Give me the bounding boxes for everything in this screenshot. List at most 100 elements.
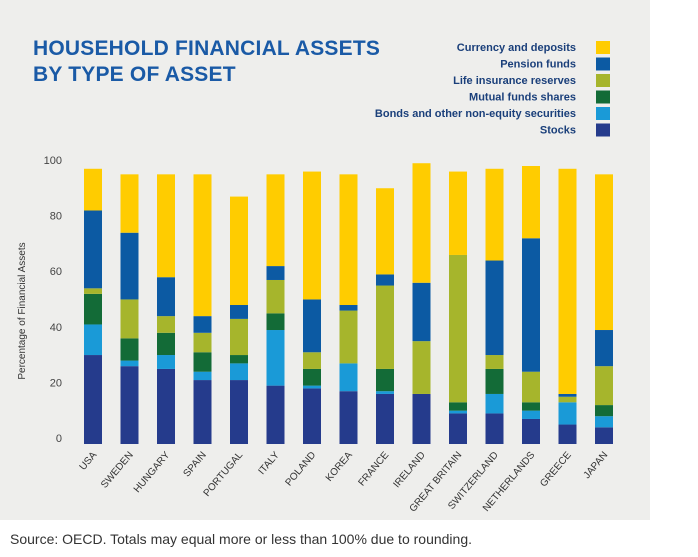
bar-sweden-pension-funds [120, 232, 139, 300]
bar-korea-currency-and-deposits [339, 174, 358, 305]
bar-japan-currency-and-deposits [595, 174, 613, 331]
bar-italy-currency-and-deposits [266, 174, 285, 267]
bar-great-britain-mutual-funds-shares [449, 402, 467, 411]
bar-italy-bonds-and-other-non-equity-securities [266, 330, 285, 386]
bar-usa-mutual-funds-shares [84, 293, 102, 325]
bar-ireland-currency-and-deposits [412, 163, 431, 283]
x-tick-label: GREECE [538, 450, 574, 490]
bar-usa-currency-and-deposits [84, 168, 102, 211]
legend-label: Bonds and other non-equity securities [375, 108, 576, 120]
bar-poland-stocks [303, 388, 321, 444]
bar-greece-bonds-and-other-non-equity-securities [558, 402, 577, 425]
y-tick-label: 60 [50, 266, 62, 278]
legend-swatch-currency-and-deposits [596, 41, 610, 54]
bar-korea-bonds-and-other-non-equity-securities [339, 363, 358, 392]
bar-great-britain-bonds-and-other-non-equity-securities [449, 410, 467, 414]
bar-great-britain-currency-and-deposits [449, 171, 467, 255]
bar-greece-stocks [558, 424, 577, 444]
bar-korea-life-insurance-reserves [339, 310, 358, 364]
bar-poland-pension-funds [303, 299, 321, 353]
x-tick-label: SWEDEN [99, 450, 136, 491]
bar-sweden-mutual-funds-shares [120, 338, 139, 361]
bar-usa-pension-funds [84, 210, 102, 289]
x-tick-label: USA [78, 450, 100, 473]
bar-france-mutual-funds-shares [376, 368, 394, 392]
bar-france-life-insurance-reserves [376, 285, 394, 369]
bar-italy-life-insurance-reserves [266, 279, 285, 314]
bar-hungary-mutual-funds-shares [157, 332, 175, 356]
bar-italy-mutual-funds-shares [266, 313, 285, 331]
bar-italy-stocks [266, 385, 285, 444]
bar-ireland-pension-funds [412, 282, 431, 342]
bar-spain-pension-funds [193, 316, 212, 333]
chart-title-line-1: HOUSEHOLD FINANCIAL ASSETS [33, 37, 381, 60]
bar-france-bonds-and-other-non-equity-securities [376, 391, 394, 394]
bar-usa-bonds-and-other-non-equity-securities [84, 324, 102, 356]
x-tick-label: HUNGARY [132, 450, 173, 495]
legend-label: Stocks [540, 125, 576, 137]
bar-portugal-mutual-funds-shares [230, 355, 248, 364]
bar-italy-pension-funds [266, 266, 285, 280]
bar-netherlands-pension-funds [522, 238, 540, 372]
bar-great-britain-life-insurance-reserves [449, 254, 467, 403]
bar-portugal-pension-funds [230, 305, 248, 319]
bar-france-currency-and-deposits [376, 188, 394, 275]
bar-hungary-life-insurance-reserves [157, 316, 175, 333]
x-tick-label: POLAND [283, 450, 318, 489]
x-tick-label: FRANCE [356, 450, 391, 489]
x-tick-label: JAPAN [582, 450, 611, 481]
legend-label: Mutual funds shares [469, 92, 576, 104]
bar-switzerland-currency-and-deposits [485, 168, 504, 261]
bar-sweden-currency-and-deposits [120, 174, 139, 233]
y-tick-label: 20 [50, 377, 62, 389]
footer [0, 520, 698, 557]
bar-poland-life-insurance-reserves [303, 352, 321, 369]
bar-usa-life-insurance-reserves [84, 288, 102, 294]
bar-greece-pension-funds [558, 393, 577, 397]
legend-swatch-life-insurance-reserves [596, 74, 610, 87]
bar-japan-stocks [595, 427, 613, 444]
bar-greece-currency-and-deposits [558, 168, 577, 394]
bar-sweden-stocks [120, 366, 139, 444]
bar-portugal-bonds-and-other-non-equity-securities [230, 363, 248, 381]
bar-hungary-pension-funds [157, 277, 175, 317]
x-tick-label: ITALY [256, 450, 282, 477]
legend-label: Currency and deposits [457, 42, 576, 54]
bar-spain-stocks [193, 380, 212, 444]
legend-label: Life insurance reserves [453, 75, 576, 87]
bar-netherlands-mutual-funds-shares [522, 402, 540, 411]
bar-france-stocks [376, 393, 394, 444]
chart-card [0, 0, 650, 520]
bar-japan-bonds-and-other-non-equity-securities [595, 416, 613, 428]
bar-spain-bonds-and-other-non-equity-securities [193, 371, 212, 381]
y-tick-label: 0 [56, 433, 62, 445]
bar-netherlands-life-insurance-reserves [522, 371, 540, 403]
bar-korea-pension-funds [339, 305, 358, 311]
bar-greece-life-insurance-reserves [558, 396, 577, 403]
bar-spain-life-insurance-reserves [193, 332, 212, 353]
bar-great-britain-stocks [449, 413, 467, 444]
bar-portugal-currency-and-deposits [230, 196, 248, 305]
bar-portugal-life-insurance-reserves [230, 318, 248, 356]
bar-netherlands-bonds-and-other-non-equity-securities [522, 410, 540, 419]
x-tick-label: KOREA [324, 450, 355, 484]
bar-ireland-stocks [412, 393, 431, 444]
x-tick-label: IRELAND [392, 450, 428, 490]
bar-netherlands-stocks [522, 418, 540, 444]
legend-label: Pension funds [500, 59, 576, 71]
legend-swatch-stocks [596, 123, 610, 137]
y-axis-label: Percentage of Financial Assets [17, 242, 28, 379]
bar-switzerland-pension-funds [485, 260, 504, 356]
y-tick-label: 80 [50, 211, 62, 223]
bar-usa-stocks [84, 355, 102, 444]
bar-spain-currency-and-deposits [193, 174, 212, 317]
bar-switzerland-life-insurance-reserves [485, 355, 504, 369]
bar-poland-mutual-funds-shares [303, 368, 321, 386]
chart-title-line-2: BY TYPE OF ASSET [33, 63, 236, 86]
bar-hungary-stocks [157, 368, 175, 444]
bar-poland-currency-and-deposits [303, 171, 321, 300]
bar-japan-life-insurance-reserves [595, 366, 613, 406]
bar-korea-stocks [339, 391, 358, 444]
bar-portugal-stocks [230, 380, 248, 444]
